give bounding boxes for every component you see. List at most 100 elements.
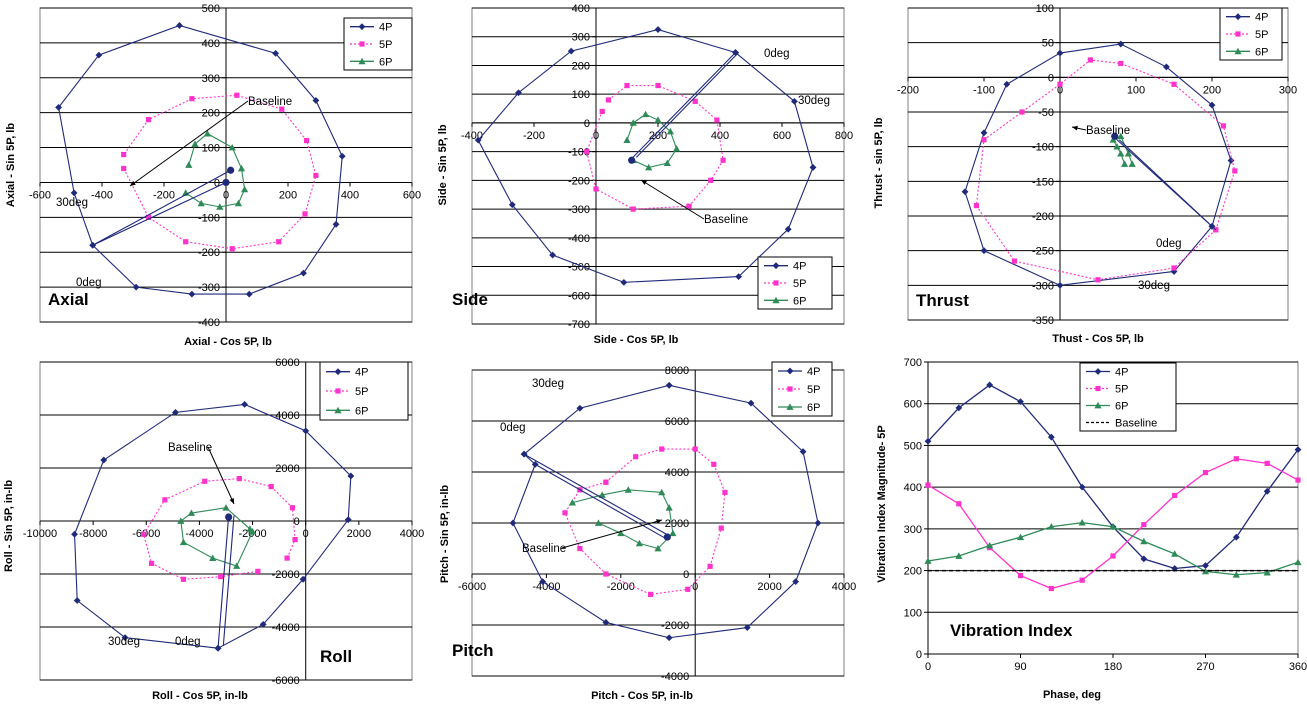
data-point-6p xyxy=(955,552,963,559)
annotation-label: 0deg xyxy=(764,48,790,60)
y-tick-label: 6000 xyxy=(665,416,689,428)
x-tick-label: -200 xyxy=(153,189,175,201)
data-point-4p xyxy=(576,404,584,412)
x-tick-label: -400 xyxy=(91,189,113,201)
legend-marker-4p xyxy=(358,23,366,31)
x-axis-label: Roll - Cos 5P, in-lb xyxy=(152,690,248,702)
series-group xyxy=(55,22,346,298)
chart-title: Roll xyxy=(320,647,352,666)
data-point-5p xyxy=(655,82,661,89)
data-point-5p xyxy=(1019,109,1025,115)
spoke-line xyxy=(222,515,235,646)
data-point-4p xyxy=(1294,446,1302,453)
data-point-5p xyxy=(708,177,714,183)
data-point-5p xyxy=(605,97,611,103)
chart-title: Pitch xyxy=(452,641,494,660)
data-point-5p xyxy=(202,478,208,484)
data-point-5p xyxy=(1110,553,1116,559)
y-tick-label: -2000 xyxy=(272,569,300,581)
x-tick-label: 200 xyxy=(279,189,297,201)
legend-marker-4p xyxy=(1234,13,1242,21)
annotation-label: 30deg xyxy=(798,95,830,107)
baseline-point xyxy=(222,178,230,187)
data-point-6p xyxy=(1263,569,1271,576)
x-tick-label: 300 xyxy=(1279,84,1297,96)
y-tick-label: -100 xyxy=(198,212,220,224)
side-chart: -400-2000200400600800-700-600-500-400-30… xyxy=(436,0,872,354)
legend-marker-6p xyxy=(1094,401,1102,409)
data-point-5p xyxy=(289,505,296,511)
series-line-6p xyxy=(180,507,254,567)
spoke-line xyxy=(635,52,739,158)
data-point-5p xyxy=(711,461,717,467)
x-tick-label: 180 xyxy=(1104,661,1122,673)
data-point-4p xyxy=(549,251,556,259)
x-tick-label: -8000 xyxy=(79,528,107,540)
pitch-chart: -6000 -4000 -2000 0 2000 4000 -4000 -2000 0 2000 4… xyxy=(436,354,872,709)
x-tick-label: 100 xyxy=(1127,84,1145,96)
data-point-4p xyxy=(955,404,963,412)
data-point-4p xyxy=(188,290,196,298)
x-tick-label: -200 xyxy=(897,84,919,96)
data-point-6p xyxy=(185,161,193,168)
legend-marker-4p xyxy=(1094,368,1102,375)
y-tick-label: -50 xyxy=(1038,107,1054,119)
y-tick-label: 300 xyxy=(202,73,220,85)
y-tick-label: 200 xyxy=(202,108,220,120)
data-point-4p xyxy=(980,247,988,255)
data-point-4p xyxy=(1056,49,1064,57)
data-point-6p xyxy=(624,486,632,493)
y-tick-label: -4000 xyxy=(661,671,689,683)
legend-marker-6p xyxy=(334,406,342,414)
y-tick-label: 300 xyxy=(904,524,922,536)
annotation-label: 30deg xyxy=(56,197,88,209)
data-point-4p xyxy=(980,129,988,137)
legend-label-5p: 5P xyxy=(355,386,368,398)
x-tick-label: 360 xyxy=(1289,661,1307,673)
y-tick-label: -200 xyxy=(198,247,220,259)
data-point-6p xyxy=(645,163,653,171)
data-point-6p xyxy=(246,525,254,532)
y-axis-label: Side - Sin 5P, lb xyxy=(437,124,449,205)
data-point-5p xyxy=(162,497,168,503)
y-tick-label: 0 xyxy=(294,516,300,528)
data-point-4p xyxy=(665,634,673,642)
data-point-5p xyxy=(313,172,319,179)
data-point-5p xyxy=(1172,492,1178,499)
x-tick-label: -10000 xyxy=(23,528,57,540)
annotation-arrow xyxy=(640,179,705,220)
legend-label-4p: 4P xyxy=(793,261,806,273)
baseline-point xyxy=(1111,132,1119,140)
data-point-5p xyxy=(1017,572,1024,579)
chart-title: Side xyxy=(452,290,488,309)
y-tick-label: 100 xyxy=(572,89,590,101)
data-point-5p xyxy=(584,149,590,155)
series-group xyxy=(509,381,822,642)
y-tick-label: 200 xyxy=(572,60,590,72)
legend-marker-5p xyxy=(1095,385,1101,392)
annotation-arrowhead xyxy=(656,519,662,524)
series-line-4p xyxy=(58,24,343,295)
data-point-6p xyxy=(197,199,205,207)
data-point-6p xyxy=(642,110,650,118)
x-tick-label: 0 xyxy=(692,581,698,593)
data-point-6p xyxy=(1078,519,1086,526)
series-group xyxy=(474,26,817,286)
baseline-point xyxy=(663,533,671,541)
data-point-5p xyxy=(981,137,987,143)
legend-marker-6p xyxy=(772,296,780,304)
spoke-line xyxy=(534,463,666,539)
series-line-5p xyxy=(586,85,724,210)
x-tick-label: -100 xyxy=(973,84,995,96)
axial-chart: -600 -400 -200 0 200 400 600-400-300-200-10001… xyxy=(0,0,436,354)
data-point-4p xyxy=(245,290,253,298)
y-tick-label: -700 xyxy=(568,319,590,331)
x-tick-label: 800 xyxy=(835,130,853,142)
legend: 4P 5P 6P xyxy=(319,361,409,421)
x-tick-label: 270 xyxy=(1196,661,1214,673)
x-tick-label: -2000 xyxy=(607,581,635,593)
spoke-line xyxy=(523,453,670,537)
data-point-5p xyxy=(718,525,724,531)
data-point-5p xyxy=(720,157,726,163)
legend-marker-4p xyxy=(334,368,342,376)
